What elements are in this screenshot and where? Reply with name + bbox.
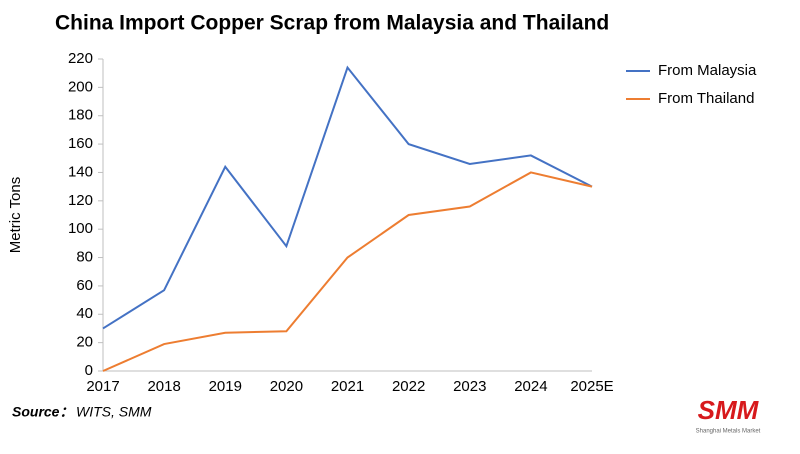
legend-label: From Thailand <box>658 90 754 107</box>
y-tick-label: 140 <box>68 163 93 180</box>
legend-label: From Malaysia <box>658 62 757 79</box>
source-label: Source： <box>12 404 73 420</box>
line-series <box>102 65 593 330</box>
x-tick-label: 2023 <box>453 378 486 395</box>
y-tick-label: 0 <box>85 362 93 379</box>
chart-title: China Import Copper Scrap from Malaysia … <box>55 12 609 35</box>
x-tick-label: 2022 <box>392 378 425 395</box>
source: WITS, SMM <box>76 404 152 420</box>
y-tick-label: 100 <box>68 220 93 237</box>
y-tick-label: 80 <box>76 249 93 266</box>
y-axis-label: Metric Tons <box>7 177 24 253</box>
y-tick-label: 220 <box>68 50 93 67</box>
y-tick-label: 200 <box>68 78 93 95</box>
x-tick-label: 2019 <box>209 378 242 395</box>
y-tick-label: 160 <box>68 135 93 152</box>
y-tick-label: 40 <box>76 305 93 322</box>
x-tick-label: 2018 <box>147 378 180 395</box>
line-series <box>102 171 593 372</box>
x-tick-label: 2020 <box>270 378 303 395</box>
x-tick-label: 2025E <box>570 378 613 395</box>
logo: SMM <box>698 395 760 425</box>
y-tick-label: 180 <box>68 107 93 124</box>
logo-caption: Shanghai Metals Market <box>696 429 761 435</box>
x-tick-label: 2024 <box>514 378 547 395</box>
x-tick-label: 2017 <box>86 378 119 395</box>
y-tick-label: 120 <box>68 192 93 209</box>
x-tick-label: 2021 <box>331 378 364 395</box>
y-tick-label: 60 <box>76 277 93 294</box>
y-tick-label: 20 <box>76 334 93 351</box>
